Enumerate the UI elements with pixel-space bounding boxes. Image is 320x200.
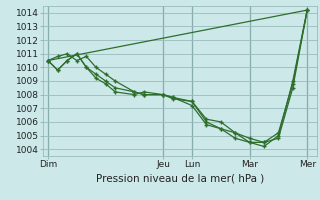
X-axis label: Pression niveau de la mer( hPa ): Pression niveau de la mer( hPa ) xyxy=(96,173,264,183)
